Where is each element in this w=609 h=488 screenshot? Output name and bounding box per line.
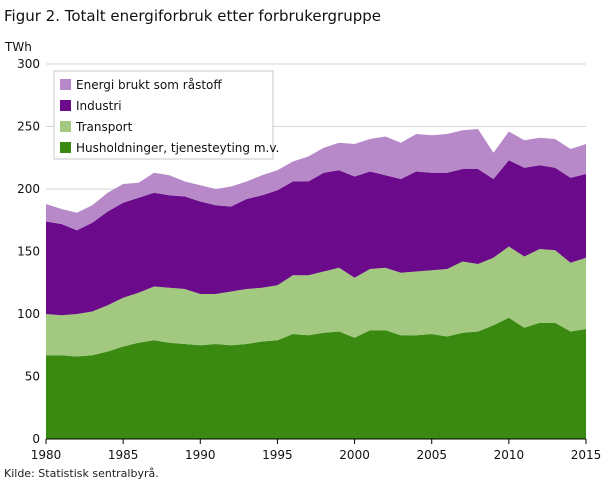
- y-tick-label: 0: [32, 432, 40, 446]
- y-tick-label: 50: [25, 370, 40, 384]
- legend-swatch: [60, 121, 71, 132]
- legend-box: [53, 70, 274, 160]
- x-tick-label: 1985: [108, 448, 139, 462]
- y-tick-label: 250: [17, 120, 40, 134]
- legend-label: Husholdninger, tjenesteyting m.v.: [76, 141, 279, 155]
- legend-label: Energi brukt som råstoff: [76, 78, 222, 92]
- legend: Energi brukt som råstoff Industri Transpor…: [53, 70, 279, 160]
- x-tick-label: 1990: [185, 448, 216, 462]
- chart-title: Figur 2. Totalt energiforbruk etter forb…: [4, 7, 381, 25]
- x-tick-label: 2000: [339, 448, 370, 462]
- area-series-4: [46, 129, 586, 231]
- legend-swatch: [60, 142, 71, 153]
- stacked-areas: [46, 129, 586, 439]
- legend-label: Industri: [76, 99, 122, 113]
- y-tick-label: 100: [17, 307, 40, 321]
- y-tick-label: 300: [17, 57, 40, 71]
- area-series-1: [46, 317, 586, 439]
- x-tick-label: 1995: [262, 448, 293, 462]
- area-series-2: [46, 246, 586, 357]
- legend-swatch: [60, 100, 71, 111]
- legend-swatch: [60, 79, 71, 90]
- source-note: Kilde: Statistisk sentralbyrå.: [4, 467, 159, 480]
- y-tick-label: 200: [17, 182, 40, 196]
- x-tick-label: 2005: [416, 448, 447, 462]
- area-series-3: [46, 160, 586, 316]
- x-tick-label: 1980: [31, 448, 62, 462]
- x-tick-label: 2010: [494, 448, 525, 462]
- axes: 0 50 100 150 200 250 300 1980 1985 1990 1995 2000 20…: [17, 57, 601, 462]
- y-axis-unit-label: TWh: [4, 40, 32, 54]
- y-tick-label: 150: [17, 245, 40, 259]
- x-tick-label: 2015: [571, 448, 602, 462]
- legend-label: Transport: [75, 120, 133, 134]
